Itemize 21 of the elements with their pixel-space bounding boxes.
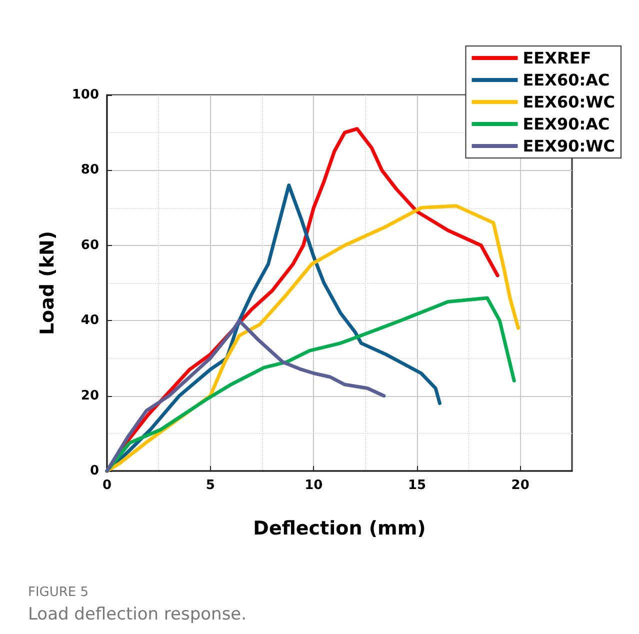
line-series: [105, 318, 386, 473]
legend-label: EEX60:AC: [522, 70, 610, 90]
legend-label: EEX90:WC: [522, 136, 615, 156]
x-tick-label: 0: [102, 478, 112, 493]
x-tick-label: 5: [206, 478, 215, 493]
y-tick-label: 60: [80, 238, 99, 253]
legend-label: EEX90:AC: [522, 114, 610, 134]
legend-label: EEX60:WC: [522, 92, 615, 112]
x-axis-title: Deflection (mm): [253, 518, 426, 540]
x-tick-label: 20: [511, 478, 530, 493]
x-tick-label: 10: [304, 478, 323, 493]
y-tick-label: 80: [80, 162, 99, 178]
y-tick-label: 100: [72, 88, 99, 102]
caption: FIGURE 5: [28, 585, 89, 600]
y-axis-title: Load (kN): [36, 230, 58, 336]
legend-label: EEXREF: [522, 48, 592, 68]
y-tick-label: 0: [90, 464, 99, 478]
text: Load deflection response.: [28, 604, 247, 624]
y-tick-label: 40: [80, 313, 99, 328]
y-tick-label: 20: [80, 388, 99, 404]
x-tick-label: 15: [408, 478, 426, 493]
